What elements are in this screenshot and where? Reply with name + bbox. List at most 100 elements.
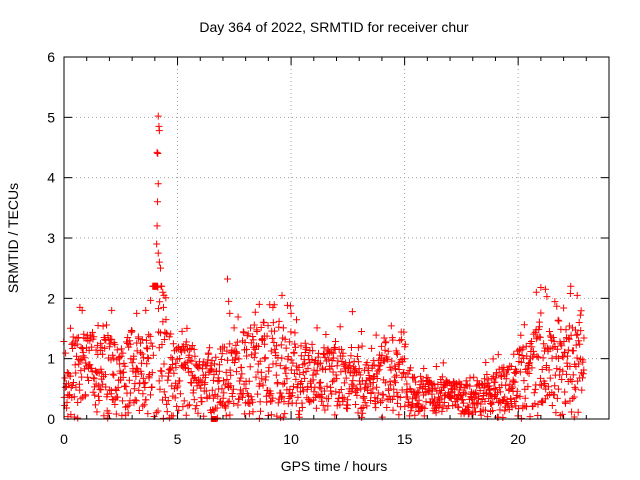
data-point (259, 336, 267, 344)
data-point (401, 340, 409, 348)
data-point (520, 321, 528, 329)
data-point (132, 364, 140, 372)
data-point (319, 401, 327, 409)
data-point (102, 383, 110, 391)
data-point (439, 403, 447, 411)
data-point (90, 375, 98, 383)
data-point (542, 362, 550, 370)
data-point (401, 402, 409, 410)
data-point (541, 285, 549, 293)
data-point (230, 399, 238, 407)
data-point (504, 401, 512, 409)
data-point (323, 382, 331, 390)
data-point (176, 390, 184, 398)
data-point (139, 374, 147, 382)
data-point (349, 372, 357, 380)
data-point (267, 390, 275, 398)
data-point (298, 404, 306, 412)
data-point (220, 377, 228, 385)
data-point (162, 329, 170, 337)
data-point (530, 389, 538, 397)
data-point (541, 380, 549, 388)
data-point (229, 385, 237, 393)
data-point (138, 350, 146, 358)
data-point (222, 368, 230, 376)
data-point (380, 376, 388, 384)
data-point (296, 370, 304, 378)
data-point (316, 383, 324, 391)
x-tick-label: 15 (397, 431, 413, 447)
y-axis-title: SRMTID / TECUs (5, 183, 21, 293)
data-point (363, 402, 371, 410)
data-point (523, 403, 531, 411)
data-point (263, 398, 271, 406)
data-point (81, 354, 89, 362)
data-point (85, 377, 93, 385)
data-point (132, 372, 140, 380)
data-point (132, 397, 140, 405)
data-point (378, 397, 386, 405)
data-point (253, 328, 261, 336)
data-point (275, 323, 283, 331)
data-point (184, 402, 192, 410)
data-point (536, 333, 544, 341)
data-point (219, 394, 227, 402)
data-point (569, 394, 577, 402)
data-point (574, 330, 582, 338)
data-point (261, 354, 269, 362)
data-point (340, 379, 348, 387)
data-point (250, 321, 258, 329)
data-point (340, 394, 348, 402)
data-point (536, 374, 544, 382)
data-point (233, 338, 241, 346)
data-point (564, 352, 572, 360)
data-point (251, 308, 259, 316)
data-point (234, 313, 242, 321)
data-point (572, 341, 580, 349)
data-point (111, 341, 119, 349)
data-point (400, 328, 408, 336)
data-point (561, 388, 569, 396)
data-point (255, 342, 263, 350)
data-point (118, 397, 126, 405)
data-point (368, 362, 376, 370)
data-point (409, 402, 417, 410)
data-point (120, 359, 128, 367)
data-point (121, 362, 129, 370)
data-point (287, 356, 295, 364)
data-point (264, 322, 272, 330)
data-point (411, 411, 419, 419)
data-point (254, 390, 262, 398)
data-point (68, 381, 76, 389)
data-point (224, 398, 232, 406)
data-point (577, 307, 585, 315)
data-point (281, 365, 289, 373)
data-point (562, 370, 570, 378)
data-point (368, 344, 376, 352)
data-point (411, 394, 419, 402)
data-point (284, 353, 292, 361)
data-point (369, 385, 377, 393)
data-point (77, 367, 85, 375)
data-point (504, 365, 512, 373)
data-point (221, 381, 229, 389)
data-point (471, 404, 479, 412)
data-point (276, 362, 284, 370)
data-point (183, 358, 191, 366)
data-point (372, 404, 380, 412)
data-point (269, 394, 277, 402)
data-point (282, 344, 290, 352)
data-point (327, 383, 335, 391)
data-point (455, 403, 463, 411)
data-point (333, 362, 341, 370)
data-point (113, 346, 121, 354)
data-point (78, 355, 86, 363)
data-point (324, 402, 332, 410)
data-point (69, 379, 77, 387)
data-point (569, 347, 577, 355)
data-point (558, 410, 566, 418)
data-point (225, 397, 233, 405)
data-point (208, 366, 216, 374)
data-point (539, 354, 547, 362)
data-point (304, 351, 312, 359)
